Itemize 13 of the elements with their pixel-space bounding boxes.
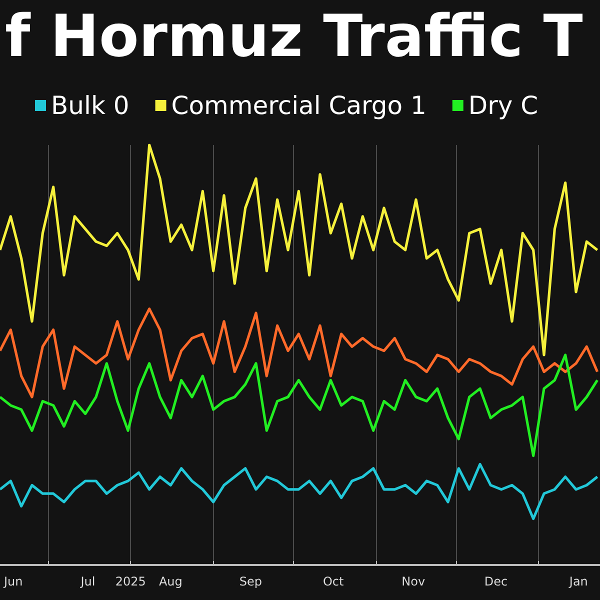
x-tick-label: 2025 bbox=[115, 574, 146, 588]
legend-label: Commercial Cargo 1 bbox=[171, 91, 426, 120]
legend-label: Dry C bbox=[468, 91, 538, 120]
x-tick-label: Sep bbox=[239, 574, 262, 588]
x-tick-label: Jul bbox=[80, 574, 96, 588]
x-tick-label: Aug bbox=[158, 574, 182, 588]
x-tick-label: Nov bbox=[402, 574, 426, 588]
x-tick-label: Jun bbox=[2, 574, 23, 588]
x-tick-label: Dec bbox=[484, 574, 508, 588]
x-tick-label: Jan bbox=[568, 574, 588, 588]
x-tick-label: Oct bbox=[322, 574, 344, 588]
legend-label: Bulk 0 bbox=[51, 91, 130, 120]
chart-title: f Hormuz Traffic T bbox=[5, 2, 584, 70]
